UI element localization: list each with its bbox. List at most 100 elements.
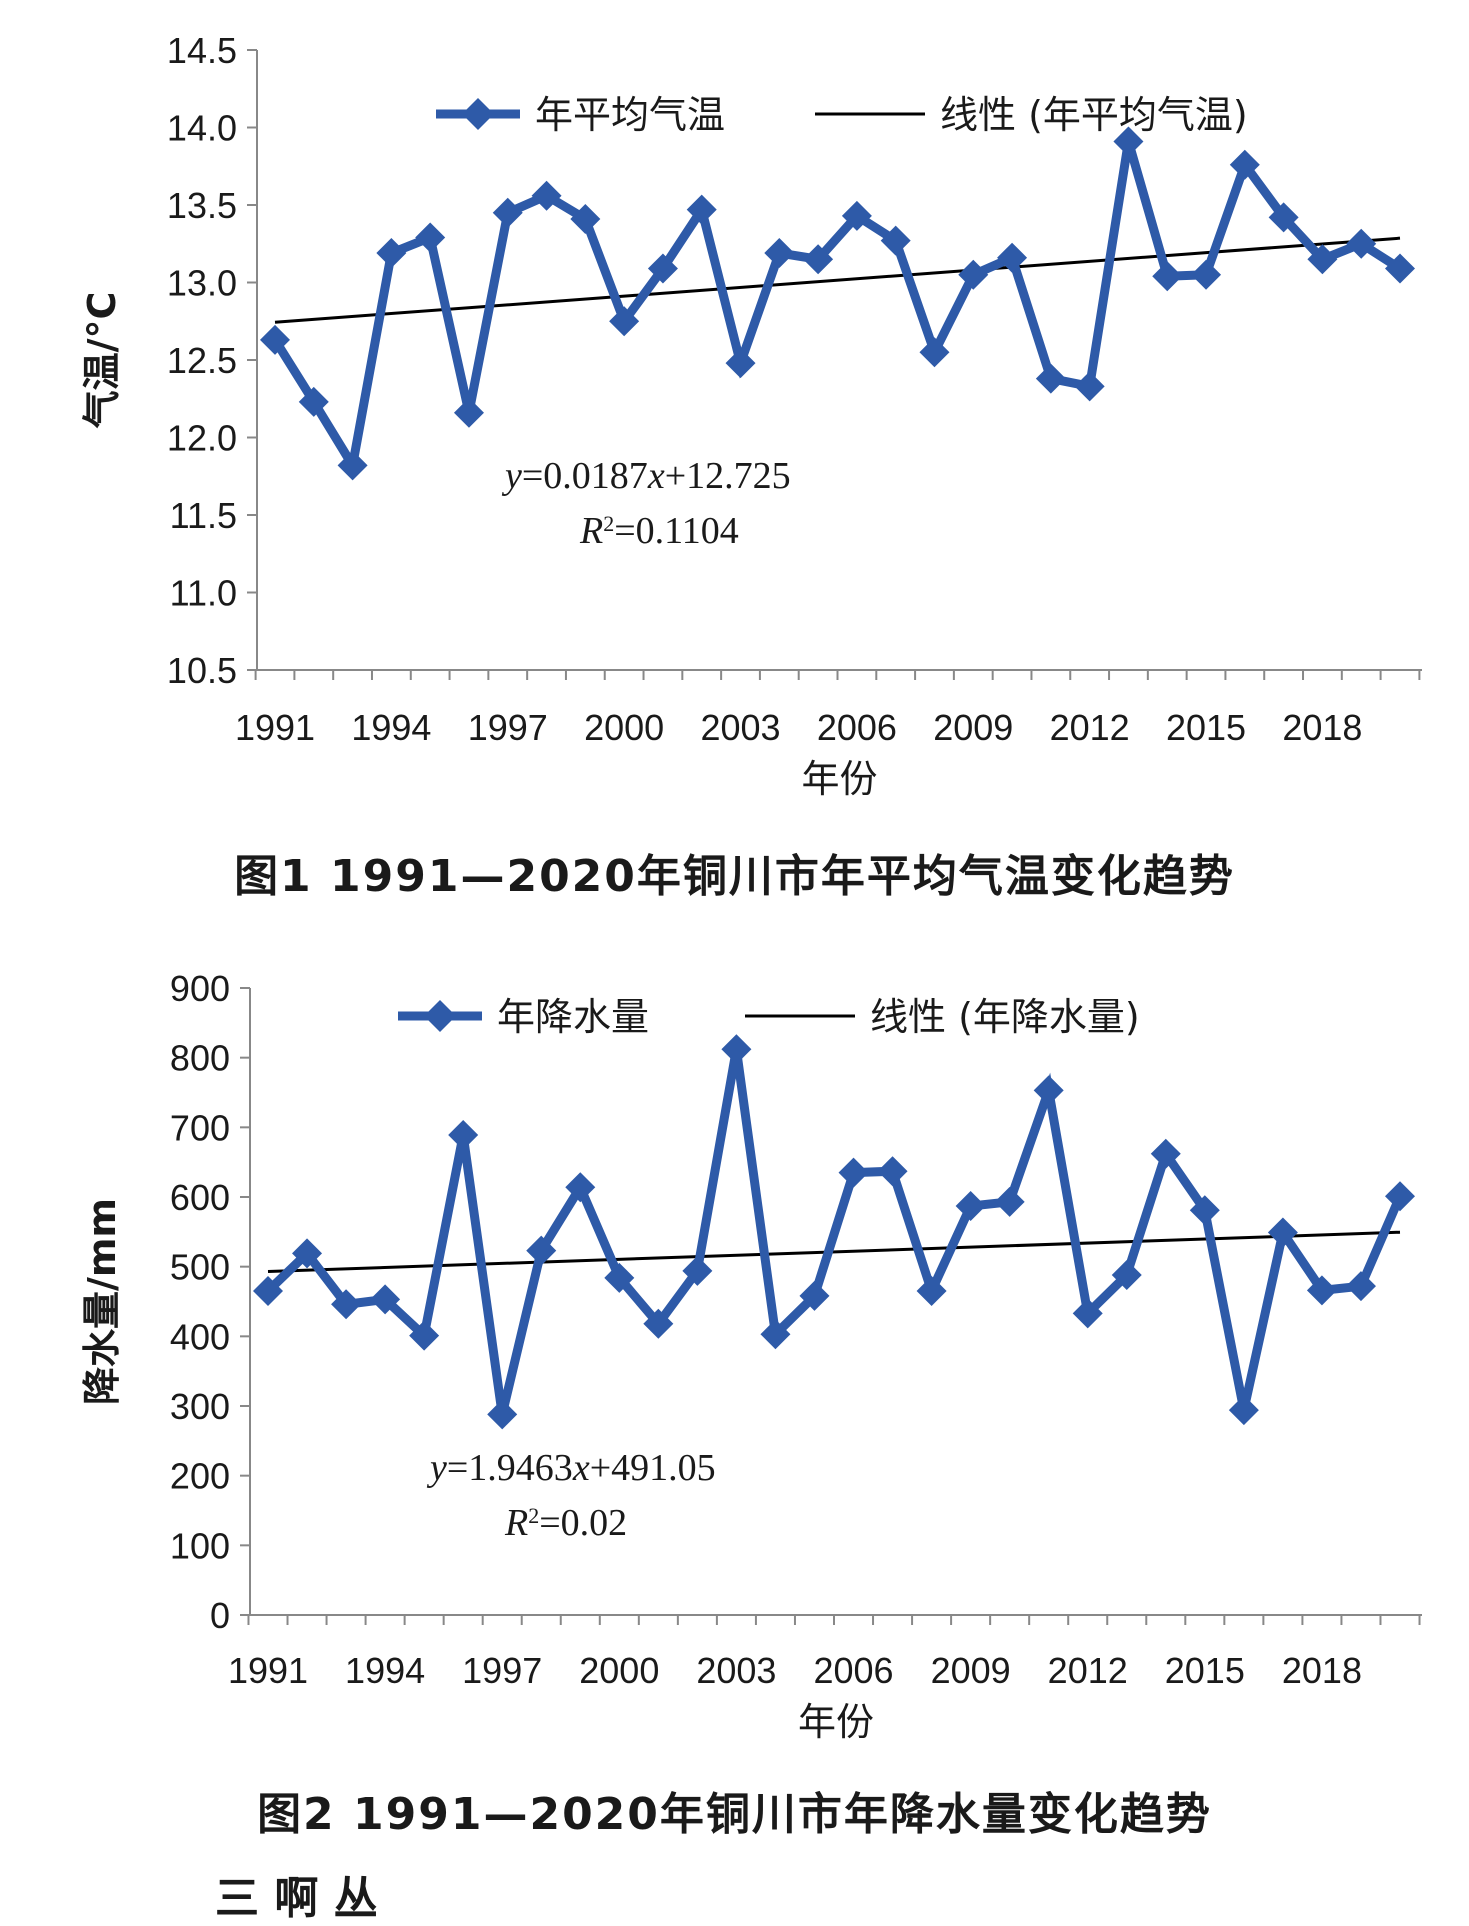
- y-tick-label: 14.5: [167, 30, 237, 71]
- data-point: [725, 348, 756, 379]
- data-point: [487, 1399, 518, 1430]
- y-tick-label: 800: [170, 1038, 230, 1079]
- y-tick-label: 14.0: [167, 108, 237, 149]
- data-point: [1111, 1260, 1142, 1291]
- series-line: [271, 140, 1403, 478]
- y-tick-label: 10.5: [167, 650, 237, 691]
- series-line: [264, 1048, 1405, 1416]
- data-point: [253, 1276, 283, 1307]
- data-point: [1385, 1181, 1415, 1212]
- data-point: [919, 337, 950, 368]
- regression-equation: y=0.0187x+12.725: [501, 455, 791, 497]
- legend-series-label: 年平均气温: [535, 93, 725, 137]
- data-point: [337, 450, 368, 481]
- chart-2: 0 100 200 300 400 500 600 700 800 900 1991 1994 1997…: [80, 968, 1422, 1744]
- data-point: [686, 194, 717, 225]
- y-tick-label: 11.0: [170, 573, 237, 614]
- x-tick-label: 1997: [462, 1650, 542, 1691]
- data-point: [1113, 126, 1144, 157]
- legend-trendline-label: 线性 (年降水量): [870, 995, 1140, 1039]
- data-point: [1189, 1195, 1220, 1226]
- data-point: [415, 222, 446, 253]
- data-point: [1150, 1138, 1181, 1169]
- figure-1-caption: 图1 1991—2020年铜川市年平均气温变化趋势: [234, 851, 1235, 902]
- y-tick-label: 100: [170, 1525, 230, 1566]
- data-point: [448, 1119, 479, 1150]
- x-tick-label: 2003: [700, 707, 780, 748]
- y-tick-label: 200: [170, 1456, 230, 1497]
- x-tick-label: 2009: [931, 1650, 1011, 1691]
- data-point: [331, 1289, 362, 1320]
- data-point: [877, 1156, 908, 1187]
- data-point: [764, 238, 795, 269]
- x-tick-label: 2012: [1048, 1650, 1128, 1691]
- data-point: [838, 1157, 869, 1188]
- data-point: [916, 1276, 947, 1307]
- y-tick-label: 400: [170, 1316, 230, 1357]
- data-point: [570, 203, 601, 234]
- y-tick-label: 300: [170, 1386, 230, 1427]
- x-tick-label: 2000: [584, 707, 664, 748]
- section-heading-fragment: 三 啊 丛: [215, 1873, 378, 1924]
- x-tick-label: 2018: [1282, 707, 1362, 748]
- legend-series-swatch-marker: [462, 98, 494, 130]
- x-tick-label: 2012: [1050, 707, 1130, 748]
- data-point: [1152, 261, 1183, 292]
- data-point: [682, 1255, 713, 1286]
- data-point: [721, 1034, 752, 1065]
- y-tick-label: 500: [170, 1247, 230, 1288]
- data-point: [609, 306, 640, 337]
- r-squared: R2=0.02: [504, 1502, 627, 1544]
- data-point: [453, 397, 484, 428]
- x-tick-label: 1997: [468, 707, 548, 748]
- data-point: [880, 225, 911, 256]
- figure-2-caption: 图2 1991—2020年铜川市年降水量变化趋势: [257, 1789, 1212, 1840]
- data-point: [799, 1280, 830, 1311]
- r-squared: R2=0.1104: [579, 510, 739, 552]
- data-point: [1074, 371, 1105, 402]
- y-tick-label: 13.5: [167, 185, 237, 226]
- data-point: [1346, 228, 1377, 259]
- y-axis-title: 气温/°C: [80, 292, 124, 429]
- data-point: [1033, 1075, 1064, 1106]
- chart-1: 10.5 11.0 11.5 12.0 12.5 13.0 13.5 14.0 14.5 1991…: [80, 30, 1422, 801]
- data-point: [643, 1308, 674, 1339]
- data-point: [1267, 1217, 1298, 1248]
- data-point: [997, 242, 1028, 273]
- data-point: [841, 200, 872, 231]
- data-point: [565, 1172, 596, 1203]
- x-tick-label: 2015: [1165, 1650, 1245, 1691]
- data-point: [1228, 1395, 1259, 1426]
- y-tick-label: 0: [210, 1595, 230, 1636]
- data-point: [604, 1262, 635, 1293]
- data-point: [1307, 244, 1338, 275]
- x-tick-label: 1991: [235, 707, 315, 748]
- data-point: [526, 1235, 557, 1266]
- y-tick-label: 12.5: [167, 340, 237, 381]
- data-point: [1268, 202, 1299, 233]
- y-tick-label: 13.0: [167, 263, 237, 304]
- y-tick-label: 12.0: [167, 418, 237, 459]
- data-point: [803, 244, 834, 275]
- data-point: [1345, 1271, 1376, 1302]
- data-point: [370, 1284, 401, 1315]
- x-tick-label: 1994: [345, 1650, 425, 1691]
- data-point: [492, 197, 523, 228]
- y-tick-label: 900: [170, 968, 230, 1009]
- data-point: [1191, 259, 1222, 290]
- y-tick-label: 600: [170, 1177, 230, 1218]
- legend-series-swatch-marker: [424, 1000, 456, 1032]
- data-point: [958, 259, 989, 290]
- x-tick-label: 2015: [1166, 707, 1246, 748]
- x-tick-label: 2018: [1282, 1650, 1362, 1691]
- x-tick-label: 2006: [813, 1650, 893, 1691]
- data-point: [1229, 149, 1260, 180]
- data-point: [1035, 363, 1066, 394]
- x-tick-label: 2003: [696, 1650, 776, 1691]
- x-tick-label: 2006: [817, 707, 897, 748]
- regression-equation: y=1.9463x+491.05: [426, 1447, 716, 1489]
- data-point: [260, 324, 290, 355]
- data-point: [298, 386, 329, 417]
- x-tick-label: 1991: [228, 1650, 308, 1691]
